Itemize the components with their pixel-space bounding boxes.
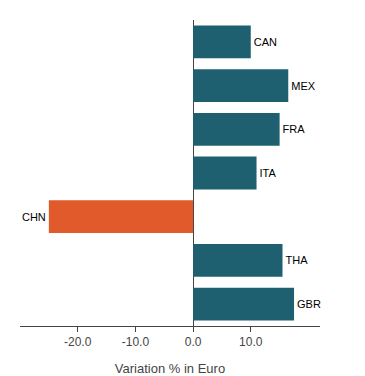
svg-text:CHN: CHN: [22, 211, 46, 223]
svg-text:THA: THA: [286, 254, 309, 266]
svg-text:10.0: 10.0: [239, 335, 263, 349]
svg-text:-10.0: -10.0: [122, 335, 150, 349]
svg-text:CAN: CAN: [254, 36, 277, 48]
svg-text:MEX: MEX: [291, 80, 316, 92]
svg-text:Variation % in Euro: Variation % in Euro: [115, 361, 225, 376]
svg-text:-20.0: -20.0: [64, 335, 92, 349]
svg-text:0.0: 0.0: [185, 335, 202, 349]
svg-text:ITA: ITA: [260, 167, 277, 179]
svg-text:FRA: FRA: [283, 123, 306, 135]
svg-text:GBR: GBR: [297, 298, 321, 310]
